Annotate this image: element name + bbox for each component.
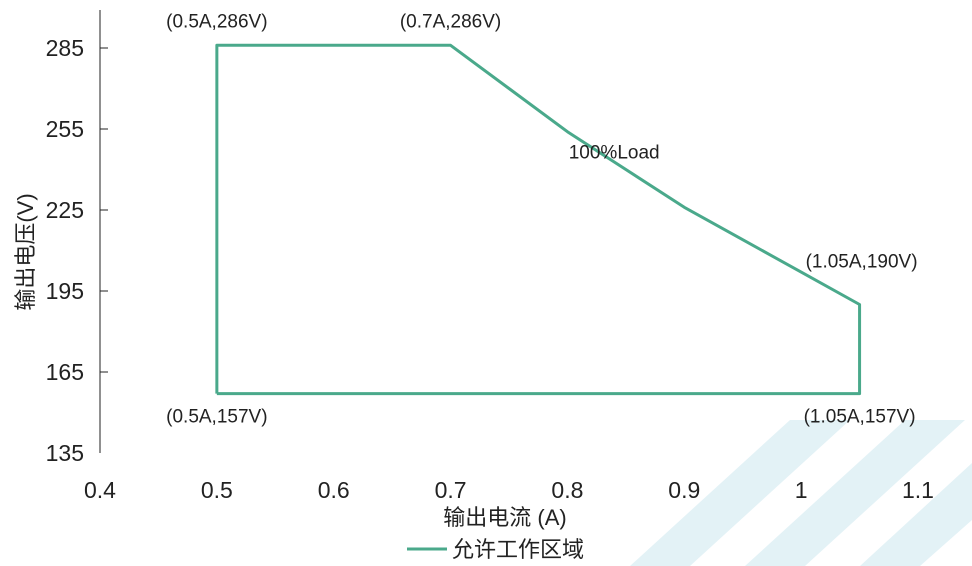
x-tick-label: 1 <box>795 477 808 503</box>
y-axis-title: 输出电压(V) <box>13 193 38 310</box>
y-tick-label: 135 <box>46 440 84 466</box>
x-tick-label: 0.5 <box>201 477 233 503</box>
watermark-stroke <box>630 420 850 566</box>
x-tick-label: 0.4 <box>84 477 116 503</box>
x-tick-label: 0.8 <box>551 477 583 503</box>
legend-label: 允许工作区域 <box>452 537 584 562</box>
axes: 135 165 195 225 255 285 0.4 0.5 0.6 0.7 0.8 0.9 1 1.1 <box>46 10 934 503</box>
annotation-label: (1.05A,190V) <box>806 252 918 273</box>
watermark-stroke <box>745 420 965 566</box>
watermark-stroke <box>860 463 972 566</box>
annotation-label: (0.7A,286V) <box>400 11 501 32</box>
annotation-label: (0.5A,286V) <box>166 11 267 32</box>
watermark-logo <box>630 420 972 566</box>
annotation-label: (1.05A,157V) <box>804 407 916 428</box>
x-tick-label: 0.7 <box>435 477 467 503</box>
y-tick-label: 225 <box>46 197 84 223</box>
y-tick-label: 165 <box>46 359 84 385</box>
y-tick-label: 195 <box>46 278 84 304</box>
plot-area <box>215 43 862 396</box>
series-line <box>215 43 862 396</box>
x-tick-label: 0.6 <box>318 477 350 503</box>
annotation-label: 100%Load <box>569 143 660 164</box>
legend: 允许工作区域 <box>407 537 584 562</box>
y-tick-label: 255 <box>46 116 84 142</box>
x-tick-label: 1.1 <box>902 477 934 503</box>
annotation-label: (0.5A,157V) <box>166 407 267 428</box>
y-tick-label: 285 <box>46 35 84 61</box>
x-tick-label: 0.9 <box>668 477 700 503</box>
x-axis-title: 输出电流 (A) <box>443 505 566 530</box>
annotations: (0.5A,286V) (0.7A,286V) (1.05A,190V) (0.5A,… <box>166 11 917 427</box>
